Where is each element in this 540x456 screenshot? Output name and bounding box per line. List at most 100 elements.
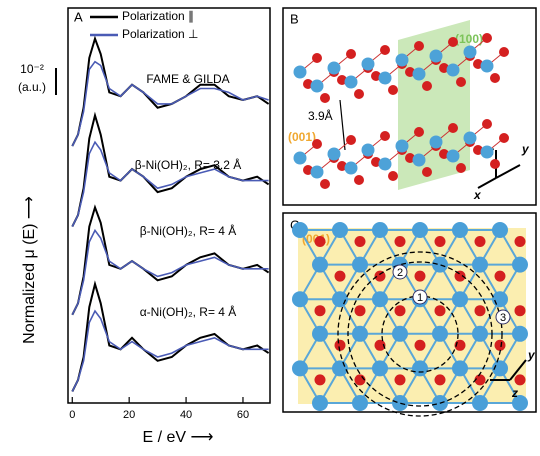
plane-001: [298, 228, 526, 404]
x-tick-label: 40: [180, 409, 192, 421]
nickel-atom: [413, 154, 426, 167]
plane-label: (001): [288, 130, 316, 144]
oxygen-atom: [499, 47, 509, 57]
oxygen-atom: [475, 305, 486, 316]
legend-label: Polarization ⊥: [122, 27, 199, 41]
nickel-atom: [472, 257, 488, 273]
nickel-atom: [352, 326, 368, 342]
oxygen-atom: [482, 119, 492, 129]
oxygen-atom: [495, 271, 506, 282]
oxygen-atom: [414, 127, 424, 137]
nickel-atom: [311, 80, 324, 93]
nickel-atom: [362, 144, 375, 157]
oxygen-atom: [395, 236, 406, 247]
oxygen-atom: [312, 53, 322, 63]
nickel-atom: [312, 257, 328, 273]
axis-label: y: [521, 142, 530, 156]
shell-label: 2: [397, 267, 403, 279]
panel-label: B: [290, 11, 299, 26]
nickel-atom: [379, 158, 392, 171]
oxygen-atom: [515, 374, 526, 385]
nickel-atom: [372, 222, 388, 238]
nickel-atom: [294, 152, 307, 165]
oxygen-atom: [354, 175, 364, 185]
oxygen-atom: [346, 49, 356, 59]
nickel-atom: [512, 257, 528, 273]
oxygen-atom: [355, 305, 366, 316]
spacing-label: 3.9Å: [308, 108, 333, 123]
x-tick-label: 0: [69, 409, 75, 421]
oxygen-atom: [315, 236, 326, 247]
nickel-atom: [492, 291, 508, 307]
shell-label: 3: [500, 312, 506, 324]
nickel-atom: [432, 326, 448, 342]
nickel-atom: [464, 46, 477, 59]
oxygen-atom: [388, 171, 398, 181]
oxygen-atom: [415, 271, 426, 282]
shell-label: 1: [417, 292, 423, 304]
oxygen-atom: [414, 41, 424, 51]
oxygen-atom: [435, 236, 446, 247]
nickel-atom: [432, 257, 448, 273]
nickel-atom: [294, 66, 307, 79]
oxygen-atom: [499, 133, 509, 143]
oxygen-atom: [482, 33, 492, 43]
nickel-atom: [412, 222, 428, 238]
nickel-atom: [472, 395, 488, 411]
oxygen-atom: [495, 340, 506, 351]
scale-bar-label: 10⁻²: [20, 62, 44, 76]
oxygen-atom: [490, 159, 500, 169]
nickel-atom: [396, 54, 409, 67]
nickel-atom: [352, 395, 368, 411]
nickel-atom: [447, 150, 460, 163]
oxygen-atom: [515, 236, 526, 247]
axis-label: z: [511, 386, 518, 400]
nickel-atom: [345, 162, 358, 175]
figure: A 10⁻² (a.u.) Normalized μ (E) ⟶ E / eV …: [0, 0, 540, 451]
oxygen-atom: [448, 37, 458, 47]
oxygen-atom: [312, 139, 322, 149]
nickel-atom: [392, 395, 408, 411]
nickel-atom: [452, 222, 468, 238]
oxygen-atom: [355, 236, 366, 247]
nickel-atom: [413, 68, 426, 81]
trace-label: β-Ni(OH)₂, R= 3.2 Å: [135, 157, 242, 172]
oxygen-atom: [320, 93, 330, 103]
nickel-atom: [362, 58, 375, 71]
nickel-atom: [312, 326, 328, 342]
oxygen-atom: [490, 73, 500, 83]
nickel-atom: [447, 64, 460, 77]
nickel-atom: [345, 76, 358, 89]
nickel-atom: [328, 62, 341, 75]
legend-label: Polarization ∥: [122, 9, 194, 23]
oxygen-atom: [320, 179, 330, 189]
oxygen-atom: [456, 163, 466, 173]
nickel-atom: [430, 136, 443, 149]
y-axis-label: Normalized μ (E) ⟶: [21, 196, 38, 344]
oxygen-atom: [380, 45, 390, 55]
trace-label: β-Ni(OH)₂, R= 4 Å: [140, 223, 237, 238]
oxygen-atom: [475, 236, 486, 247]
nickel-atom: [430, 50, 443, 63]
oxygen-atom: [515, 305, 526, 316]
nickel-atom: [352, 257, 368, 273]
nickel-atom: [292, 291, 308, 307]
nickel-atom: [464, 132, 477, 145]
oxygen-atom: [335, 271, 346, 282]
oxygen-atom: [354, 89, 364, 99]
nickel-atom: [332, 360, 348, 376]
oxygen-atom: [456, 77, 466, 87]
nickel-atom: [396, 140, 409, 153]
oxygen-atom: [435, 374, 446, 385]
panel-label: A: [74, 9, 83, 24]
oxygen-atom: [315, 305, 326, 316]
oxygen-atom: [422, 81, 432, 91]
oxygen-atom: [395, 305, 406, 316]
plane-label: (100): [455, 32, 483, 46]
nickel-atom: [311, 166, 324, 179]
x-axis-label: E / eV ⟶: [143, 429, 214, 446]
oxygen-atom: [435, 305, 446, 316]
nickel-atom: [452, 360, 468, 376]
oxygen-atom: [422, 167, 432, 177]
